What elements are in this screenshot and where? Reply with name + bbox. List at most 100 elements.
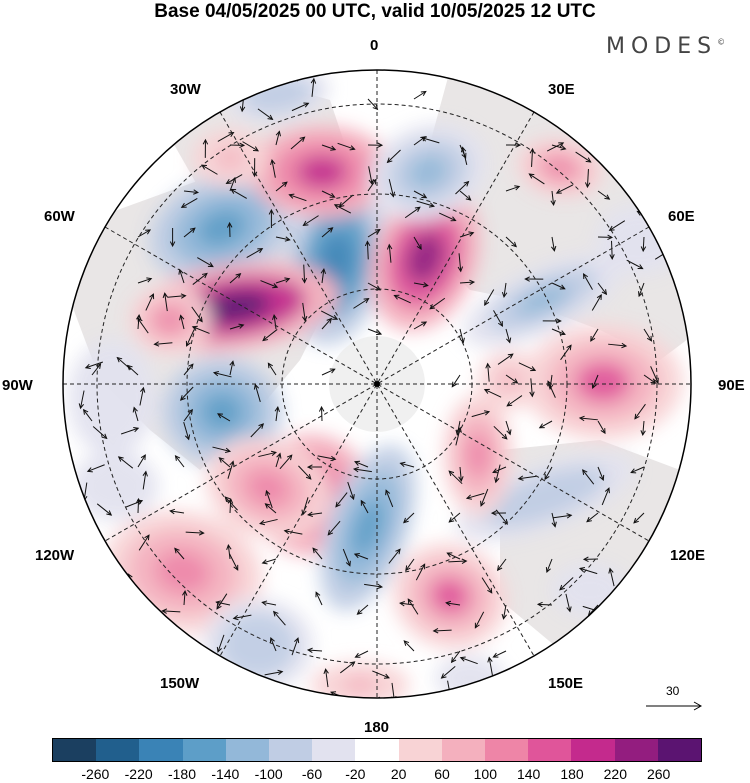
colorbar [52,738,702,762]
wind-vector [275,130,281,146]
latitude-circle [96,103,658,665]
wind-vector [226,544,232,560]
wind-vector [440,666,456,679]
brand-mark: © [717,37,726,47]
colorbar-swatch [269,739,313,761]
anomaly-core [466,434,490,476]
wind-vector [386,243,393,263]
wind-vector [560,344,572,361]
wind-vector [337,142,356,151]
wind-vector [484,289,495,306]
wind-vector [275,236,291,242]
colorbar-swatch [225,739,270,761]
anomaly-core [100,474,130,498]
wind-vector [591,294,602,311]
wind-vector [353,553,369,560]
wind-vector [282,70,299,82]
wind-vector [215,600,231,606]
wind-vector [246,248,264,259]
wind-vector [86,464,105,473]
wind-vector [542,318,562,324]
wind-vector [501,604,507,620]
lon-label-180: 180 [364,719,390,736]
wind-vector [298,465,312,480]
wind-vector [386,149,401,164]
anomaly-core [297,156,347,188]
wind-vector [413,236,422,250]
lon-label-30w: 30W [170,81,201,98]
anomaly-core [260,85,296,105]
wind-vector [217,132,235,142]
wind-vector [591,374,599,389]
wind-vector [458,466,464,483]
wind-vector [169,508,185,515]
wind-vector [321,190,336,198]
wind-vector [342,548,351,567]
wind-vector [229,272,242,284]
map-border [62,69,692,699]
wind-vector [229,142,246,148]
wind-vector [518,362,537,372]
wind-vector [597,466,605,481]
wind-vector [360,499,369,514]
wind-vector [459,279,476,286]
anomaly-core [97,378,127,418]
anomaly-core [343,677,377,693]
wind-vector [153,341,173,347]
wind-vector [302,215,319,226]
wind-vector [258,450,277,458]
lon-label-150w: 150W [160,675,200,692]
wind-vector [553,513,573,519]
lon-label-150e: 150E [548,675,584,692]
wind-vector [257,108,274,121]
wind-vector [291,637,300,656]
wind-vector [413,282,429,288]
colorbar-swatch [614,739,658,761]
wind-vector [455,180,470,195]
wind-vector [301,264,308,284]
wind-vector [524,276,544,282]
wind-vector [459,328,465,344]
wind-vector [262,329,278,342]
wind-vector [212,446,232,453]
wind-vector [217,413,231,422]
anomaly-core [625,228,655,252]
wind-vector [306,647,323,653]
wind-vector [275,277,291,284]
wind-vector [142,470,148,490]
anomaly-core [196,208,248,248]
wind-vector [250,423,265,438]
wind-vector [551,328,566,336]
wind-vector [480,488,489,507]
wind-vector [597,282,608,296]
colorbar-tick-label: -100 [254,766,283,782]
anomaly-core [201,393,243,431]
wind-vector [169,228,176,248]
colorbar-tick-label: -220 [124,766,153,782]
wind-vector [139,386,146,406]
anomaly-core [318,233,354,291]
wind-vector [320,268,327,284]
wind-vector [259,518,278,526]
wind-vector [279,454,293,470]
colorbar-swatch [485,739,529,761]
anomaly-core [405,232,445,284]
graticule [63,70,691,698]
wind-vector [321,368,336,376]
lon-label-120w: 120W [35,547,75,564]
wind-vector [367,178,377,192]
colorbar-swatch [657,739,702,761]
wind-vector [367,142,384,148]
wind-vector [269,636,277,652]
wind-vector [82,408,93,422]
wind-vector [261,558,277,565]
wind-vector [162,292,169,312]
colorbar-tick-label: -180 [167,766,197,782]
wind-vector [462,691,481,698]
wind-vector [517,475,537,481]
wind-vector [315,591,323,606]
wind-vector [192,272,208,285]
wind-vector [544,466,553,481]
wind-vector [446,552,461,560]
